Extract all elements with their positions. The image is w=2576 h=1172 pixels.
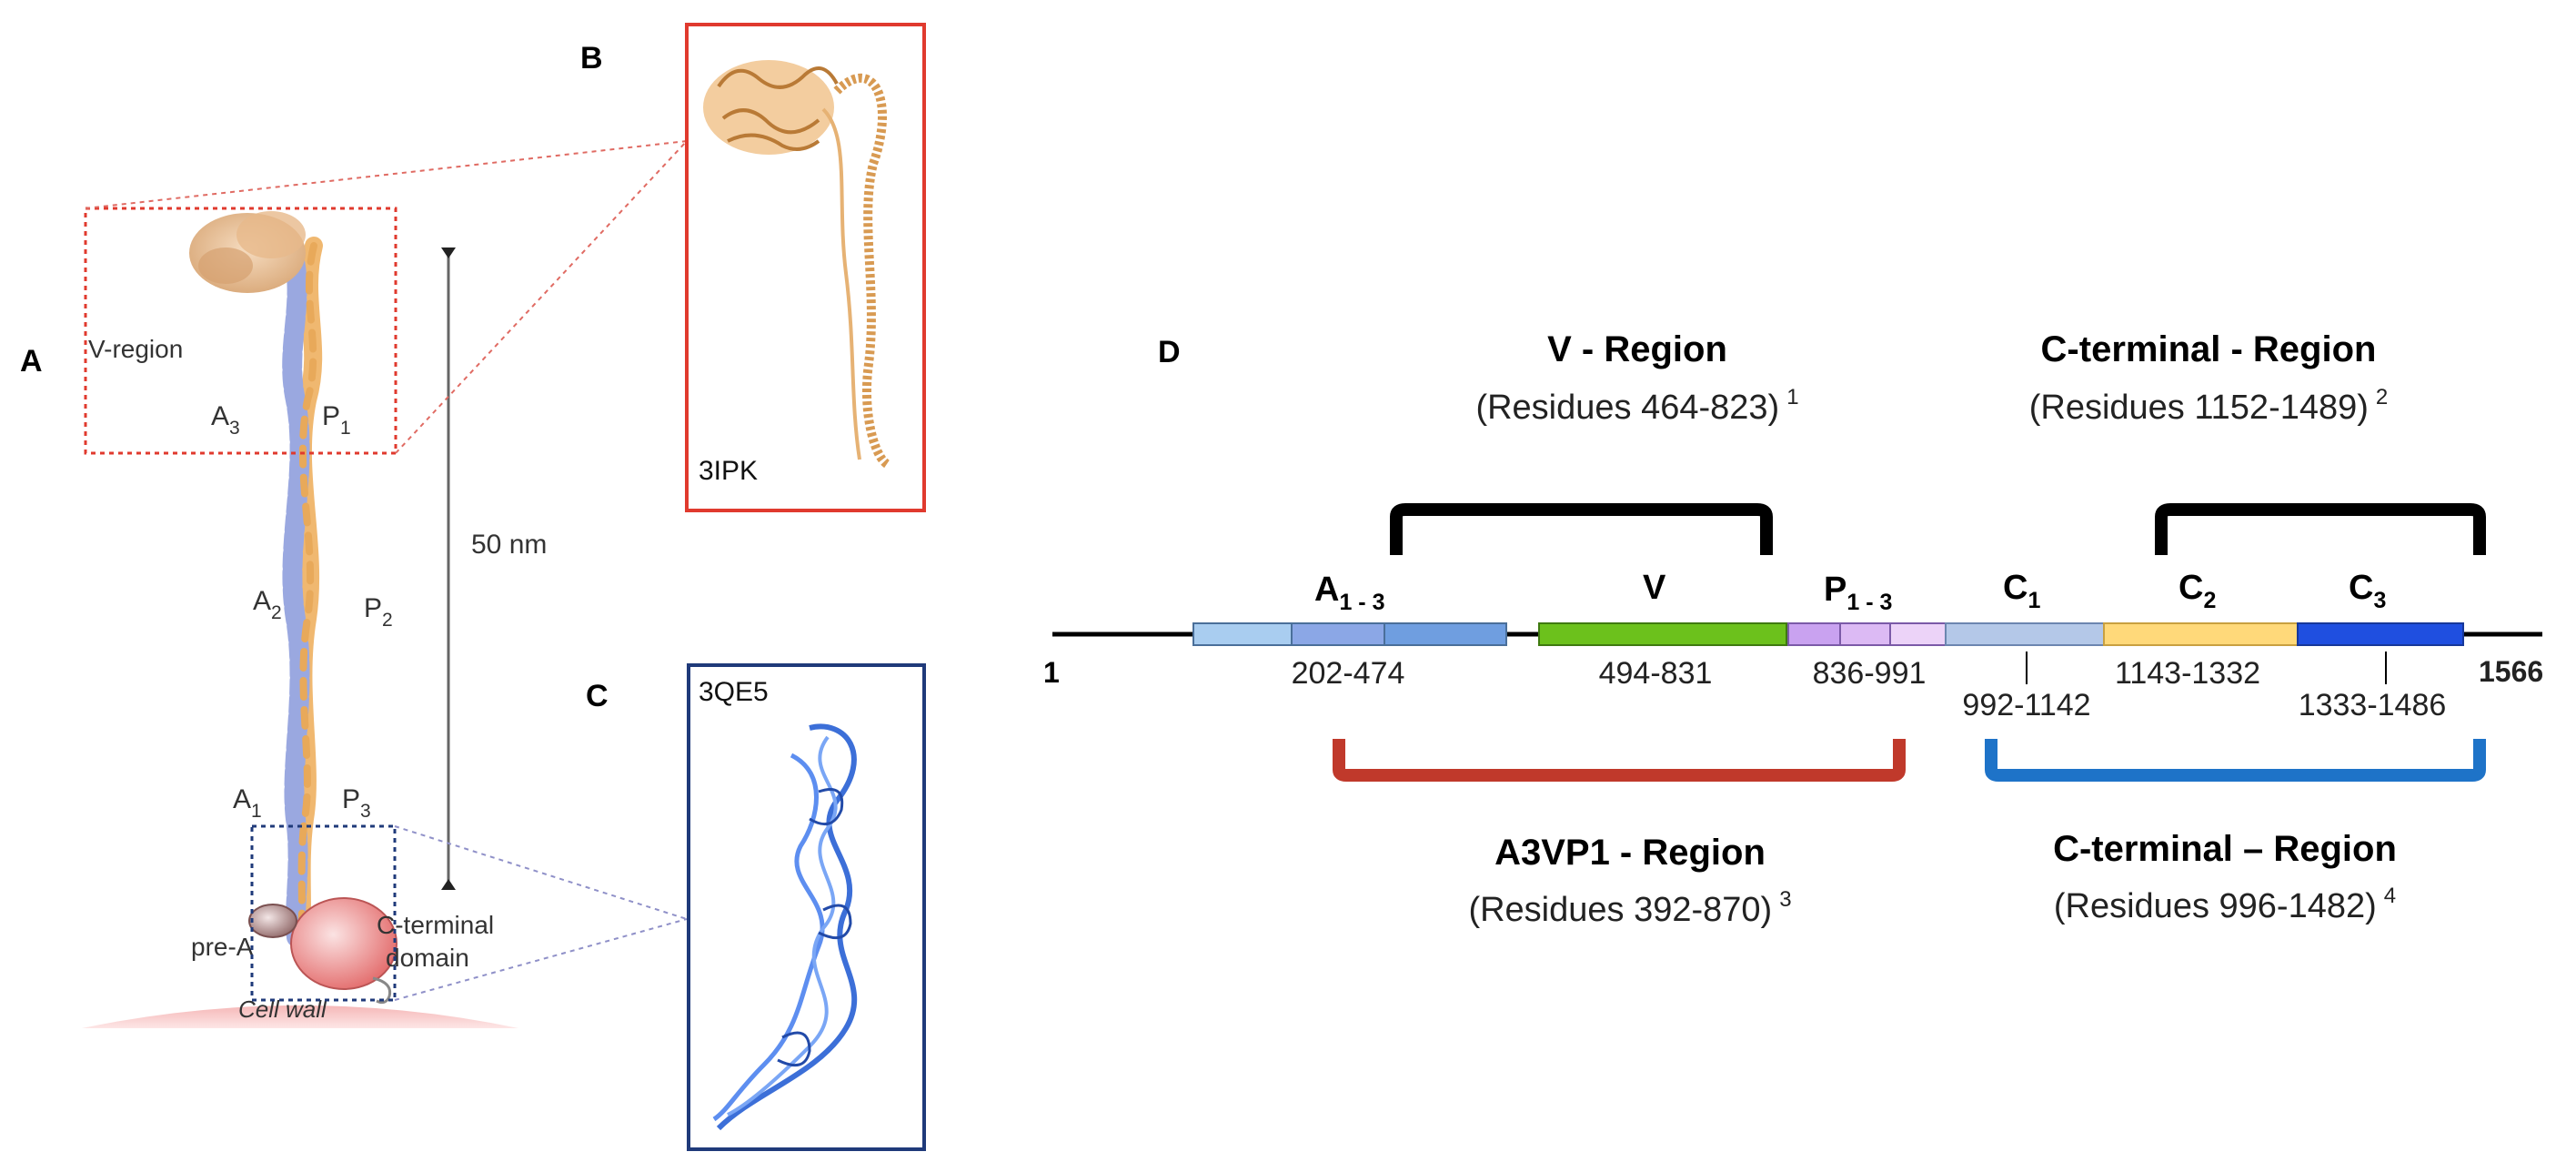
zoom-line-red-top xyxy=(85,140,688,209)
sequence-start-label: 1 xyxy=(1043,656,1060,689)
pre-a-shape xyxy=(248,904,297,938)
p2-label: P2 xyxy=(364,593,393,631)
top-right-region-title: C-terminal - Region xyxy=(2041,329,2377,369)
domain-p1 xyxy=(1787,622,1841,646)
panel-d: D V - Region (Residues 464-823) 1 C-termi… xyxy=(1043,329,2543,929)
domain-a2 xyxy=(1291,622,1385,646)
a1-label: A1 xyxy=(233,784,262,822)
panel-label-d: D xyxy=(1158,335,1181,369)
pre-a-label: pre-A xyxy=(191,933,254,961)
range-c2-label: 1143-1332 xyxy=(2115,656,2260,691)
range-c1-label: 992-1142 xyxy=(1962,688,2090,722)
3qe5-loops xyxy=(777,788,852,1067)
v-region-head-detail xyxy=(236,211,306,258)
domain-a-label: A1 - 3 xyxy=(1314,571,1384,615)
p1-label: P1 xyxy=(322,401,351,439)
3ipk-helix-2 xyxy=(821,107,861,460)
domain-c1 xyxy=(1945,622,2105,646)
scale-bar-top-arrow xyxy=(441,248,456,258)
3qe5-ribbon-2 xyxy=(712,753,825,1122)
bottom-right-region-title: C-terminal – Region xyxy=(2053,829,2397,869)
bottom-right-region-residues: (Residues 996-1482) 4 xyxy=(2054,884,2396,925)
panel-a: A Cell wall V-region A3 P1 A2 P2 A1 P3 p… xyxy=(20,207,547,1028)
domain-c2-label: C2 xyxy=(2179,569,2216,613)
domain-a3 xyxy=(1384,622,1507,646)
a3vp1-bracket xyxy=(1333,739,1906,782)
cell-wall-shape xyxy=(82,1005,518,1028)
3ipk-head-strands xyxy=(717,66,839,151)
domain-v-label: V xyxy=(1643,569,1666,607)
domain-v xyxy=(1538,622,1787,646)
top-right-region-residues: (Residues 1152-1489) 2 xyxy=(2029,385,2389,427)
c-terminal-hook xyxy=(372,976,392,1005)
domain-c3-label: C3 xyxy=(2349,569,2386,613)
3ipk-helix xyxy=(833,73,891,469)
range-c3-label: 1333-1486 xyxy=(2299,688,2447,722)
v-region-label: V-region xyxy=(88,335,183,363)
panel-b: B 3IPK xyxy=(580,23,926,512)
3qe5-label: 3QE5 xyxy=(699,677,769,707)
3qe5-ribbon-3 xyxy=(727,735,838,1116)
domain-p2 xyxy=(1839,622,1891,646)
panel-label-c: C xyxy=(586,679,609,713)
top-left-region-title: V - Region xyxy=(1547,329,1727,369)
range-p-label: 836-991 xyxy=(1813,656,1927,691)
zoom-line-blue-top xyxy=(394,825,688,920)
c-terminal-domain-shape xyxy=(290,897,397,990)
scale-bar-bottom-arrow xyxy=(441,879,456,890)
c-terminal-label-line2: domain xyxy=(386,944,469,972)
stalk-tan-overlay xyxy=(297,242,317,941)
domain-c2 xyxy=(2103,622,2299,646)
c-terminal-bottom-bracket xyxy=(1985,739,2486,782)
v-region-head-detail-2 xyxy=(198,248,253,284)
panel-label-a: A xyxy=(20,344,43,379)
domain-p-label: P1 - 3 xyxy=(1824,571,1892,615)
stalk-lavender-strand xyxy=(281,236,310,947)
zoom-line-red-bottom xyxy=(395,140,688,454)
a3-label: A3 xyxy=(211,401,240,439)
sequence-end-label: 1566 xyxy=(2479,655,2543,688)
domain-c1-label: C1 xyxy=(2003,569,2040,613)
p3-label: P3 xyxy=(342,784,371,822)
a2-label: A2 xyxy=(253,586,282,623)
range-a-label: 202-474 xyxy=(1292,656,1405,691)
bottom-left-region-residues: (Residues 392-870) 3 xyxy=(1468,887,1791,929)
top-left-region-residues: (Residues 464-823) 1 xyxy=(1475,385,1798,427)
v-region-zoom-box xyxy=(84,207,397,455)
scale-bar-label: 50 nm xyxy=(471,530,547,560)
bottom-left-region-title: A3VP1 - Region xyxy=(1494,833,1766,873)
c-terminal-top-bracket xyxy=(2155,503,2486,555)
range-v-label: 494-831 xyxy=(1599,656,1713,691)
domain-a1 xyxy=(1192,622,1293,646)
panel-c-frame xyxy=(687,663,926,1151)
domain-p3 xyxy=(1889,622,1947,646)
c-terminal-label-line1: C-terminal xyxy=(377,911,494,939)
v-region-bracket xyxy=(1390,503,1773,555)
c-terminal-zoom-box xyxy=(250,824,397,1002)
panel-c: C 3QE5 xyxy=(586,663,926,1151)
panel-label-b: B xyxy=(580,41,603,76)
3ipk-head xyxy=(703,60,834,155)
3ipk-label: 3IPK xyxy=(699,456,758,486)
domain-c3 xyxy=(2297,622,2464,646)
